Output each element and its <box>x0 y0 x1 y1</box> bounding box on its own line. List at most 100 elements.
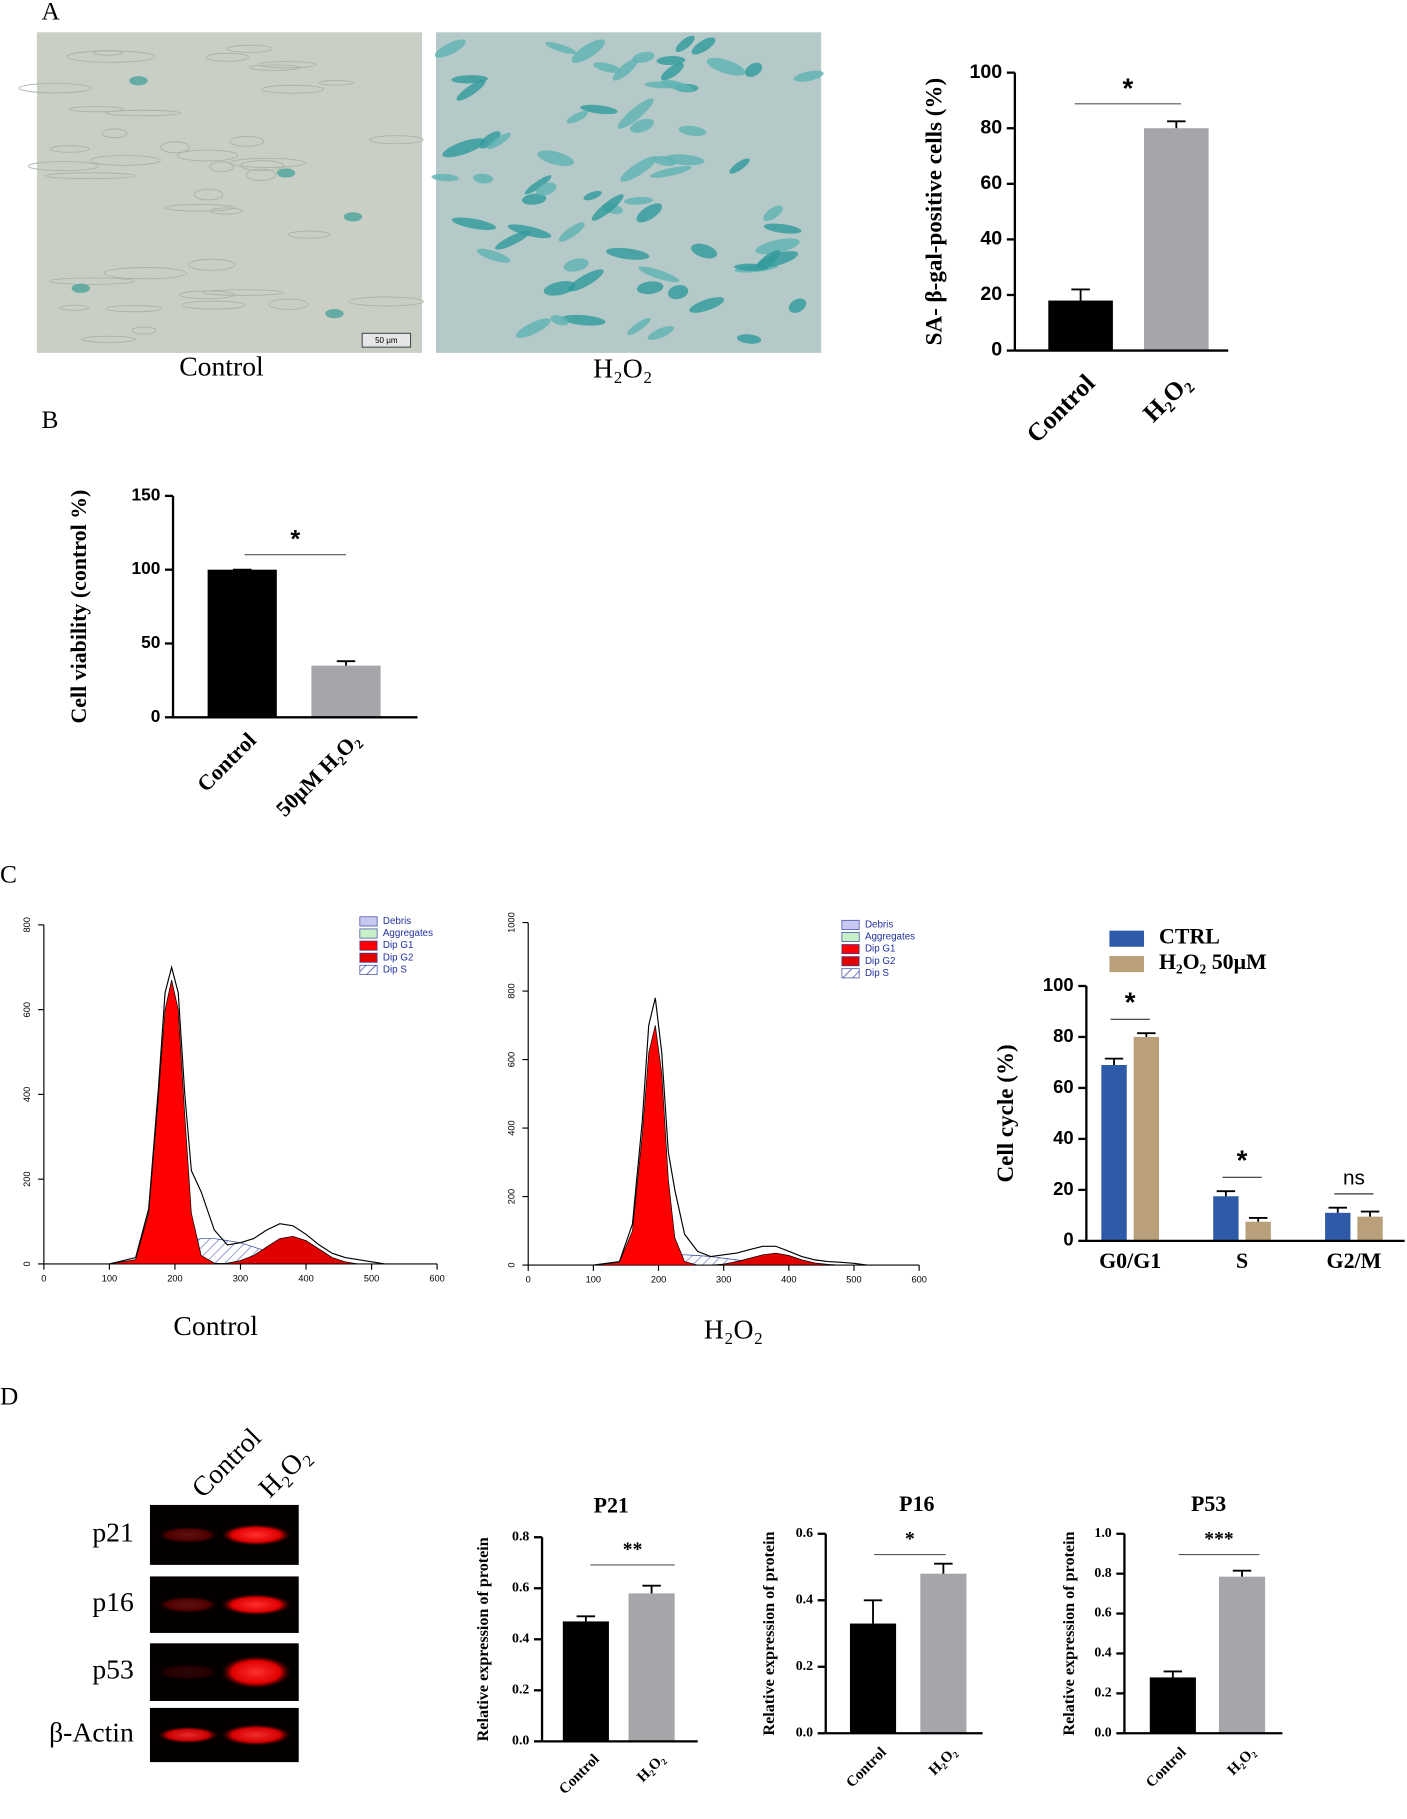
stained-cell <box>536 182 557 196</box>
cell <box>209 161 234 173</box>
bar <box>1048 300 1113 351</box>
micrograph-caption: H₂O₂ <box>593 353 652 384</box>
stained-cell <box>636 281 664 295</box>
x-tick-label: H₂O₂ <box>634 1751 669 1786</box>
stained-cell <box>571 39 605 63</box>
y-tick-label: 0 <box>151 706 161 726</box>
stain-layer <box>18 44 424 343</box>
x-tick-label: G2/M <box>1327 1248 1382 1273</box>
stained-cell <box>507 224 552 239</box>
legend-swatch <box>1109 930 1145 947</box>
band <box>221 1656 291 1689</box>
legend-label: Debris <box>383 916 411 927</box>
bar <box>1144 128 1209 351</box>
bar <box>1245 1221 1271 1241</box>
y-tick-label: 80 <box>1053 1025 1074 1046</box>
cell <box>59 304 90 311</box>
x-tick-label: H₂O₂ <box>1225 1744 1260 1779</box>
stained-cell <box>591 194 624 221</box>
legend-label: Dip G1 <box>865 944 895 955</box>
y-tick-label: 0.4 <box>512 1630 529 1645</box>
legend-swatch <box>359 940 378 951</box>
legend-swatch <box>841 968 860 979</box>
cell <box>160 141 190 154</box>
stained-cell <box>550 315 569 326</box>
cell <box>18 82 92 94</box>
cell <box>101 128 128 139</box>
lane-label: H₂O₂ <box>252 1439 316 1503</box>
x-tick-label: 50μM H₂O₂ <box>271 727 365 821</box>
cell <box>240 160 285 172</box>
x-tick-label: G0/G1 <box>1099 1248 1161 1273</box>
cell <box>131 326 157 335</box>
micrograph-h2o2 <box>435 32 822 353</box>
stained-cell <box>660 62 684 81</box>
legend-swatch <box>841 944 860 955</box>
y-tick-label: 0 <box>991 339 1002 361</box>
stained-cell <box>545 42 577 55</box>
stained-cell <box>755 238 800 255</box>
stained-cell <box>630 118 654 133</box>
x-tick-label: 300 <box>233 1273 248 1283</box>
cell <box>193 188 224 201</box>
stained-cell <box>656 56 686 66</box>
cell <box>249 64 301 71</box>
y-tick-label: 100 <box>131 558 160 578</box>
chart-title: P16 <box>899 1491 934 1516</box>
stained-cell <box>650 165 692 178</box>
y-tick-label: 50 <box>141 632 160 652</box>
stained-cell <box>737 334 762 344</box>
stained-cell <box>451 75 488 84</box>
stained-cell <box>442 138 486 158</box>
cell <box>49 145 90 153</box>
significance: *** <box>1204 1529 1233 1550</box>
band <box>158 1726 218 1744</box>
row-label: p21 <box>92 1516 133 1547</box>
y-axis-label: Cell viability (control %) <box>66 490 91 724</box>
legend-swatch <box>359 964 378 975</box>
legend-label: H₂O₂ 50μM <box>1159 949 1267 974</box>
x-tick-label: 100 <box>586 1275 601 1285</box>
bar <box>1218 1576 1266 1734</box>
y-tick-label: 0 <box>1063 1229 1073 1250</box>
y-axis-label: Relative expression of protein <box>761 1531 778 1735</box>
cell <box>261 84 324 94</box>
stained-cell <box>431 173 459 182</box>
stained-cell <box>583 190 602 201</box>
chart-title: P21 <box>594 1492 629 1517</box>
band <box>158 1596 218 1613</box>
x-tick-label: Control <box>556 1751 602 1797</box>
band <box>221 1524 291 1546</box>
stained-cell <box>653 155 677 166</box>
band <box>221 1594 291 1616</box>
cell <box>245 168 277 181</box>
y-tick-label: 0.4 <box>796 1591 813 1606</box>
stained-cell <box>612 58 639 81</box>
stained-cell <box>580 104 618 115</box>
x-tick-label: Control <box>1143 1745 1189 1791</box>
histogram-outline <box>593 997 868 1266</box>
y-tick-label: 0 <box>22 1261 32 1266</box>
x-tick-label: 400 <box>781 1275 796 1285</box>
x-tick-label: 0 <box>526 1275 531 1285</box>
stained-cell <box>788 298 807 313</box>
legend-label: Dip S <box>383 964 407 975</box>
stained-cell <box>129 76 148 86</box>
cell <box>68 106 124 113</box>
significance: ** <box>623 1540 643 1561</box>
bar <box>1213 1196 1239 1241</box>
stained-cell <box>524 175 552 195</box>
y-tick-label: 0.8 <box>1094 1565 1111 1580</box>
legend-swatch <box>359 916 378 927</box>
row-label: β-Actin <box>49 1716 134 1747</box>
y-axis-label: Relative expression of protein <box>475 1537 492 1741</box>
y-tick-label: 20 <box>980 283 1002 305</box>
x-tick-label: H₂O₂ <box>926 1744 961 1779</box>
stained-cell <box>476 248 511 263</box>
panel-label: A <box>42 0 61 26</box>
stained-cell <box>543 281 576 296</box>
legend-label: Aggregates <box>865 932 915 943</box>
legend-label: Dip G1 <box>383 940 414 951</box>
x-tick-label: 200 <box>651 1275 666 1285</box>
panel-label: C <box>0 860 17 888</box>
